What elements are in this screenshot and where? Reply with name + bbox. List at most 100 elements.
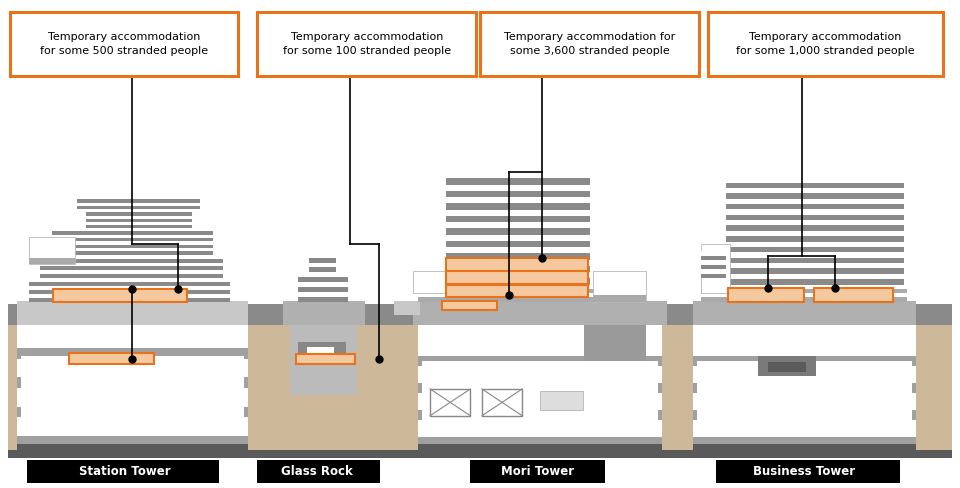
Bar <box>8 450 952 458</box>
Bar <box>77 206 200 209</box>
Bar <box>446 179 590 185</box>
Text: Glass Rock: Glass Rock <box>281 465 352 478</box>
Bar <box>726 177 904 285</box>
Bar <box>593 295 646 302</box>
Bar <box>697 361 912 425</box>
Bar <box>8 307 952 454</box>
Bar <box>29 290 230 294</box>
Text: Temporary accommodation
for some 100 stranded people: Temporary accommodation for some 100 str… <box>282 32 451 56</box>
Bar <box>584 325 646 371</box>
Bar <box>693 324 916 447</box>
Bar <box>726 183 904 188</box>
Bar <box>17 436 248 447</box>
Bar <box>86 225 192 228</box>
Bar <box>593 271 646 302</box>
Bar <box>17 301 248 325</box>
Bar <box>53 289 187 302</box>
Bar <box>446 216 590 222</box>
Bar <box>446 266 590 272</box>
Bar <box>40 255 223 278</box>
Bar <box>418 289 619 293</box>
Bar <box>40 274 223 278</box>
Bar <box>728 288 804 302</box>
Bar <box>446 228 590 235</box>
Bar <box>758 356 816 376</box>
Bar <box>726 247 904 252</box>
Bar <box>726 225 904 231</box>
Bar <box>701 274 726 278</box>
Bar <box>29 298 230 302</box>
Bar <box>21 356 244 425</box>
Bar <box>298 297 348 302</box>
Bar <box>52 251 213 255</box>
Bar <box>446 271 588 284</box>
Bar <box>726 279 904 285</box>
Bar <box>17 407 248 417</box>
Bar <box>726 236 904 242</box>
Bar <box>693 301 916 325</box>
Bar <box>701 297 907 302</box>
Bar <box>418 444 662 453</box>
Bar <box>86 209 192 228</box>
Bar <box>413 301 667 325</box>
Bar <box>726 258 904 263</box>
Text: Temporary accommodation
for some 1,000 stranded people: Temporary accommodation for some 1,000 s… <box>736 32 915 56</box>
Bar <box>29 258 75 264</box>
Text: Temporary accommodation
for some 500 stranded people: Temporary accommodation for some 500 str… <box>39 32 208 56</box>
Bar <box>10 12 238 76</box>
Bar <box>726 193 904 199</box>
Bar <box>446 258 588 271</box>
Bar <box>52 228 213 255</box>
Bar <box>482 389 522 416</box>
Bar <box>298 277 348 282</box>
Bar <box>446 203 590 210</box>
Bar <box>77 199 200 203</box>
Bar <box>283 324 365 447</box>
Bar <box>418 437 662 447</box>
Bar <box>77 196 200 209</box>
Bar <box>8 304 952 325</box>
Text: Temporary accommodation for
some 3,600 stranded people: Temporary accommodation for some 3,600 s… <box>504 32 675 56</box>
Bar <box>540 391 583 410</box>
Bar <box>52 244 213 248</box>
Bar <box>40 266 223 270</box>
Bar <box>86 219 192 222</box>
Bar <box>257 460 380 483</box>
Bar <box>693 437 916 447</box>
Bar <box>693 356 916 366</box>
Bar <box>470 460 605 483</box>
Bar <box>418 356 662 366</box>
Bar <box>17 377 248 388</box>
Bar <box>298 342 346 361</box>
Bar <box>701 285 907 302</box>
Bar <box>309 258 336 263</box>
Bar <box>480 12 699 76</box>
Bar <box>446 253 590 260</box>
Bar <box>309 267 336 272</box>
Bar <box>814 288 893 302</box>
Bar <box>86 212 192 216</box>
Text: Station Tower: Station Tower <box>79 465 171 478</box>
Bar <box>40 259 223 263</box>
Bar <box>290 325 357 395</box>
Bar <box>693 410 916 420</box>
Bar <box>446 285 588 297</box>
Bar <box>418 297 619 302</box>
Bar <box>701 264 726 269</box>
Bar <box>418 410 662 420</box>
Bar <box>298 272 348 302</box>
Bar <box>418 285 619 302</box>
Bar <box>446 241 590 247</box>
Bar <box>442 301 497 310</box>
Text: Mori Tower: Mori Tower <box>501 465 574 478</box>
Bar <box>708 12 943 76</box>
Bar <box>52 231 213 235</box>
Bar <box>413 271 449 293</box>
Bar <box>701 251 726 278</box>
Bar <box>17 444 248 453</box>
Bar <box>726 204 904 209</box>
Bar <box>29 237 75 264</box>
Bar <box>726 215 904 220</box>
Bar <box>422 361 658 425</box>
Bar <box>418 383 662 393</box>
